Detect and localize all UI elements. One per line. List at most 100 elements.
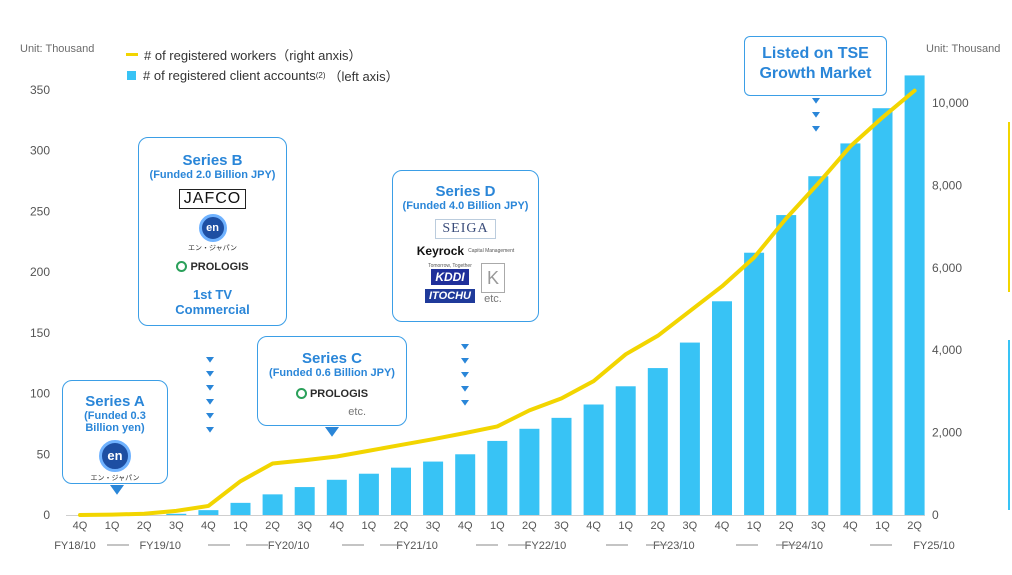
series-d-arrow-icon	[461, 344, 469, 350]
x-quarter-label: 2Q	[907, 520, 922, 532]
fiscal-year-label: FY18/10	[54, 540, 96, 552]
right-axis-tick-label: 4,000	[932, 343, 962, 357]
series-a-pointer-icon	[110, 485, 124, 495]
tse-line1: Listed on TSE	[762, 45, 869, 62]
x-quarter-label: 2Q	[265, 520, 280, 532]
series-a-title: Series A	[85, 393, 145, 410]
client-accounts-bar	[712, 301, 732, 515]
client-accounts-bar	[551, 417, 572, 515]
client-accounts-bar	[198, 510, 219, 515]
fiscal-year-label: FY19/10	[139, 540, 181, 552]
left-axis-tick-label: 150	[30, 326, 50, 340]
fiscal-year-label: FY22/10	[525, 540, 567, 552]
client-accounts-bar	[358, 473, 379, 515]
right-axis-tick-label: 2,000	[932, 426, 962, 440]
client-accounts-bar	[487, 440, 508, 515]
tse-arrow-icon	[812, 112, 820, 118]
prologis-logo: PROLOGIS	[176, 260, 249, 273]
left-axis-tick-label: 50	[37, 447, 51, 461]
series-b-arrow-icon	[206, 371, 214, 377]
series-b-sub: (Funded 2.0 Billion JPY)	[149, 169, 276, 181]
series-d-logo-row: Tomorrow, Together KDDI ITOCHU K etc.	[393, 263, 538, 305]
left-axis-tick-label: 350	[30, 83, 50, 97]
left-axis-tick-label: 100	[30, 387, 50, 401]
tse-arrow-icon	[812, 98, 820, 104]
series-b-arrow-icon	[206, 427, 214, 433]
right-edge-yellow-accent	[1008, 122, 1010, 292]
series-c-sub: (Funded 0.6 Billion JPY)	[269, 367, 395, 379]
series-c-title: Series C	[301, 350, 363, 367]
series-a-sub2: Billion yen)	[85, 422, 145, 434]
series-b-arrow-icon	[206, 413, 214, 419]
legend-bar-swatch	[127, 71, 136, 80]
x-quarter-label: 1Q	[105, 520, 120, 532]
tse-arrow-icon	[812, 126, 820, 132]
fiscal-year-label: FY24/10	[781, 540, 823, 552]
x-quarter-label: 4Q	[201, 520, 216, 532]
client-accounts-bar	[904, 75, 925, 515]
series-d-callout: Series D (Funded 4.0 Billion JPY) SEIGA …	[392, 170, 539, 322]
x-quarter-label: 4Q	[715, 520, 730, 532]
series-b-callout: Series B (Funded 2.0 Billion JPY) JAFCO …	[138, 137, 287, 326]
series-c-callout: Series C (Funded 0.6 Billion JPY) PROLOG…	[257, 336, 407, 426]
right-axis-tick-label: 0	[932, 508, 939, 522]
x-quarter-label: 2Q	[779, 520, 794, 532]
client-accounts-bar	[423, 461, 444, 515]
right-unit-label: Unit: Thousand	[926, 43, 1001, 55]
jafco-logo: JAFCO	[178, 189, 247, 209]
x-quarter-label: 3Q	[426, 520, 441, 532]
series-d-arrow-icon	[461, 400, 469, 406]
registered-workers-line	[78, 88, 917, 517]
x-quarter-label: 2Q	[137, 520, 152, 532]
legend-clients-label: # of registered client accounts	[143, 68, 316, 83]
series-c-etc: etc.	[348, 406, 366, 418]
legend-clients-tail: （left axis）	[328, 69, 399, 84]
x-quarter-label: 2Q	[394, 520, 409, 532]
client-accounts-bar	[872, 108, 893, 515]
right-axis-tick-label: 6,000	[932, 261, 962, 275]
series-d-sub: (Funded 4.0 Billion JPY)	[402, 200, 529, 212]
series-b-arrow-icon	[206, 357, 214, 363]
series-d-arrow-icon	[461, 386, 469, 392]
x-quarter-label: 1Q	[362, 520, 377, 532]
prologis-text: PROLOGIS	[190, 260, 249, 273]
series-a-sub1: (Funded 0.3	[84, 410, 146, 422]
x-quarter-label: 3Q	[811, 520, 826, 532]
prologis-text: PROLOGIS	[309, 387, 369, 400]
series-d-etc: etc.	[484, 293, 502, 305]
legend-item-workers: # of registered workers（right anxis）	[126, 44, 399, 65]
x-quarter-label: 3Q	[169, 520, 184, 532]
series-d-arrow-icon	[461, 358, 469, 364]
keyrock-text: Keyrock	[416, 244, 465, 258]
right-axis-tick-label: 8,000	[932, 178, 962, 192]
x-quarter-label: 4Q	[586, 520, 601, 532]
en-japan-caption: エン・ジャパン	[90, 475, 140, 482]
series-a-en-logo: en エン・ジャパン	[63, 440, 167, 483]
right-axis-tick-label: 10,000	[932, 96, 969, 110]
legend-item-clients: # of registered client accounts (2) （left…	[126, 65, 399, 86]
series-d-title: Series D	[435, 183, 496, 200]
en-japan-logo: en	[99, 440, 131, 472]
series-b-title: Series B	[182, 152, 243, 169]
prologis-mark-icon	[295, 388, 307, 399]
seiga-logo: SEIGA	[435, 219, 496, 239]
client-accounts-bar	[391, 467, 411, 515]
client-accounts-bar	[744, 252, 765, 515]
client-accounts-bar	[808, 176, 829, 515]
series-c-pointer-icon	[325, 427, 339, 437]
client-accounts-bar	[840, 143, 861, 515]
itochu-logo: ITOCHU	[425, 289, 475, 303]
x-quarter-label: 2Q	[650, 520, 665, 532]
series-b-note1: 1st TV	[192, 287, 232, 302]
legend-clients-footnote: (2)	[315, 71, 326, 80]
k-logo: K	[480, 263, 505, 293]
x-quarter-label: 4Q	[458, 520, 473, 532]
x-quarter-label: 1Q	[875, 520, 890, 532]
client-accounts-bar	[615, 386, 636, 515]
left-axis-tick-label: 200	[30, 265, 50, 279]
left-axis-tick-label: 0	[43, 508, 50, 522]
series-b-en-logo: en エン・ジャパン	[139, 214, 286, 253]
en-japan-caption: エン・ジャパン	[188, 245, 237, 252]
prologis-logo: PROLOGIS	[295, 387, 369, 400]
prologis-mark-icon	[176, 261, 188, 272]
